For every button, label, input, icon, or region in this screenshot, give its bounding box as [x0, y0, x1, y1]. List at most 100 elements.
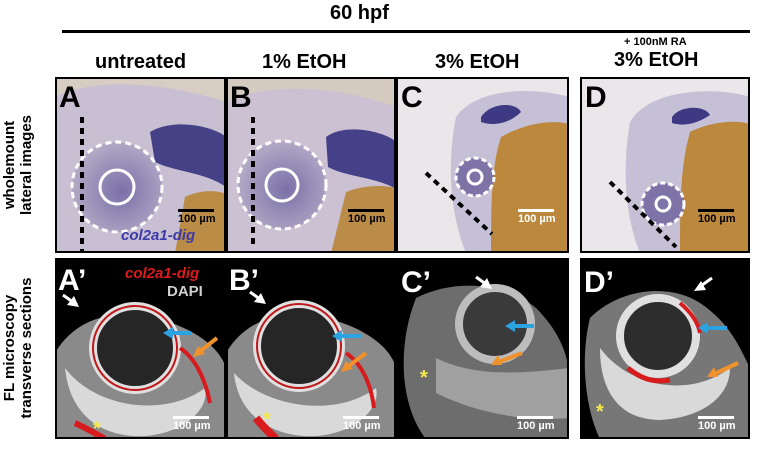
col2a1-signal: [344, 351, 376, 409]
column-label-3pct-etoh-ra: 3% EtOH: [614, 49, 699, 71]
eye-section: [616, 294, 700, 378]
eye-outline-dashed: [70, 140, 164, 234]
panel-d-prime-fluorescence: * D’ 100 µm: [580, 258, 750, 439]
title-rule: [62, 30, 750, 33]
arrow-orange-head: [707, 367, 718, 377]
panel-a-image: [55, 84, 226, 253]
panel-d-prime-image: *: [584, 276, 750, 439]
panel-c-wholemount: C 100 µm: [396, 77, 569, 253]
scale-bar: [517, 416, 553, 419]
panel-a-prime-fluorescence: * A’ col2a1-dig DAPI 100 µm: [55, 258, 226, 439]
column-label-untreated: untreated: [95, 51, 187, 73]
panel-d-wholemount: D 100 µm: [580, 77, 750, 253]
retina-layer: [234, 373, 377, 437]
scale-bar: [178, 209, 214, 212]
scale-bar: [698, 416, 734, 419]
column-sublabel-ra: + 100nM RA: [624, 36, 687, 48]
arrow-white-head: [480, 278, 492, 289]
scale-label: 100 µm: [178, 213, 216, 225]
panel-letter-c-prime: C’: [401, 266, 431, 299]
column-label-3pct-etoh: 3% EtOH: [435, 51, 520, 73]
panel-letter-b: B: [230, 81, 252, 114]
panel-letter-d: D: [585, 81, 607, 114]
stained-region: [481, 105, 521, 124]
row-label-wholemount: wholemount lateral images: [1, 95, 35, 235]
asterisk-marker: *: [93, 418, 101, 439]
row-label-bottom-line2: transverse sections: [18, 277, 35, 419]
col2a1-signal: [626, 366, 671, 384]
lens-outline: [654, 195, 672, 213]
arrow-orange-head: [341, 361, 353, 372]
scale-label: 100 µm: [348, 213, 386, 225]
eye: [238, 141, 326, 229]
arrow-blue-head: [163, 327, 173, 339]
scale-label: 100 µm: [343, 420, 381, 432]
eye-outline-dashed: [454, 156, 496, 198]
scale-bar: [173, 416, 209, 419]
eye: [72, 142, 162, 232]
eye: [642, 183, 684, 225]
col2a1-signal: [178, 346, 212, 404]
arrow-white-head: [67, 296, 79, 307]
lens-outline: [98, 168, 136, 206]
stain-label-dapi: DAPI: [167, 283, 203, 300]
panel-a-wholemount: A 100 µm col2a1-dig: [55, 77, 226, 253]
arrow-orange-head: [491, 355, 502, 365]
panel-b-prime-image: *: [226, 290, 396, 439]
scale-label: 100 µm: [698, 213, 736, 225]
arrow-blue-head: [332, 330, 342, 342]
section-plane-line: [608, 180, 678, 249]
scale-bar: [343, 416, 379, 419]
row-label-top-line1: wholemount: [1, 120, 18, 210]
scale-label: 100 µm: [517, 420, 555, 432]
yolk: [680, 121, 750, 253]
stained-region: [672, 107, 710, 125]
stained-region: [150, 124, 226, 187]
asterisk-marker: *: [263, 409, 271, 431]
yolk: [331, 185, 396, 253]
yolk: [491, 122, 569, 253]
col2a1-ring: [92, 305, 178, 391]
panel-b-wholemount: B 100 µm: [226, 77, 396, 253]
panel-a-prime-image: *: [55, 293, 226, 439]
panel-c-image: [424, 91, 569, 253]
eye: [456, 158, 494, 196]
panel-letter-a: A: [59, 81, 81, 114]
probe-label-col2a1: col2a1-dig: [121, 227, 196, 244]
eye-outline-dashed: [236, 139, 328, 231]
retina-layer: [600, 348, 730, 420]
panel-d-image: [608, 91, 750, 253]
col2a1-signal: [678, 301, 702, 334]
arrow-white-head: [694, 281, 706, 291]
probe-label-col2a1-red: col2a1-dig: [125, 265, 200, 282]
lens-outline: [264, 167, 300, 203]
row-label-bottom-line1: FL microscopy: [1, 294, 18, 402]
panel-letter-c: C: [401, 81, 423, 114]
scale-bar: [518, 209, 554, 212]
scale-label: 100 µm: [698, 420, 736, 432]
asterisk-marker: *: [420, 367, 428, 389]
panel-letter-b-prime: B’: [229, 264, 259, 297]
col2a1-ring: [256, 303, 342, 389]
eye-outline-dashed: [640, 181, 686, 227]
stained-region: [326, 129, 396, 189]
panel-letter-a-prime: A’: [58, 264, 87, 297]
scale-label: 100 µm: [518, 213, 556, 225]
figure-title: 60 hpf: [330, 2, 389, 24]
arrow-blue-head: [698, 322, 708, 334]
panel-c-prime-fluorescence: * C’ 100 µm: [396, 258, 569, 439]
arrow-white-head: [254, 293, 266, 304]
lens-outline: [466, 168, 484, 186]
jaw-tissue: [436, 358, 569, 419]
panel-b-prime-fluorescence: * B’ 100 µm: [226, 258, 396, 439]
yolk: [175, 191, 226, 253]
panel-c-prime-image: *: [403, 275, 569, 439]
arrow-blue-head: [505, 320, 515, 332]
scale-label: 100 µm: [173, 420, 211, 432]
column-label-1pct-etoh: 1% EtOH: [262, 51, 347, 73]
row-label-fl-microscopy: FL microscopy transverse sections: [1, 260, 35, 436]
scale-bar: [698, 209, 734, 212]
section-plane-line: [424, 171, 494, 236]
scale-bar: [348, 209, 384, 212]
panel-letter-d-prime: D’: [584, 266, 614, 299]
